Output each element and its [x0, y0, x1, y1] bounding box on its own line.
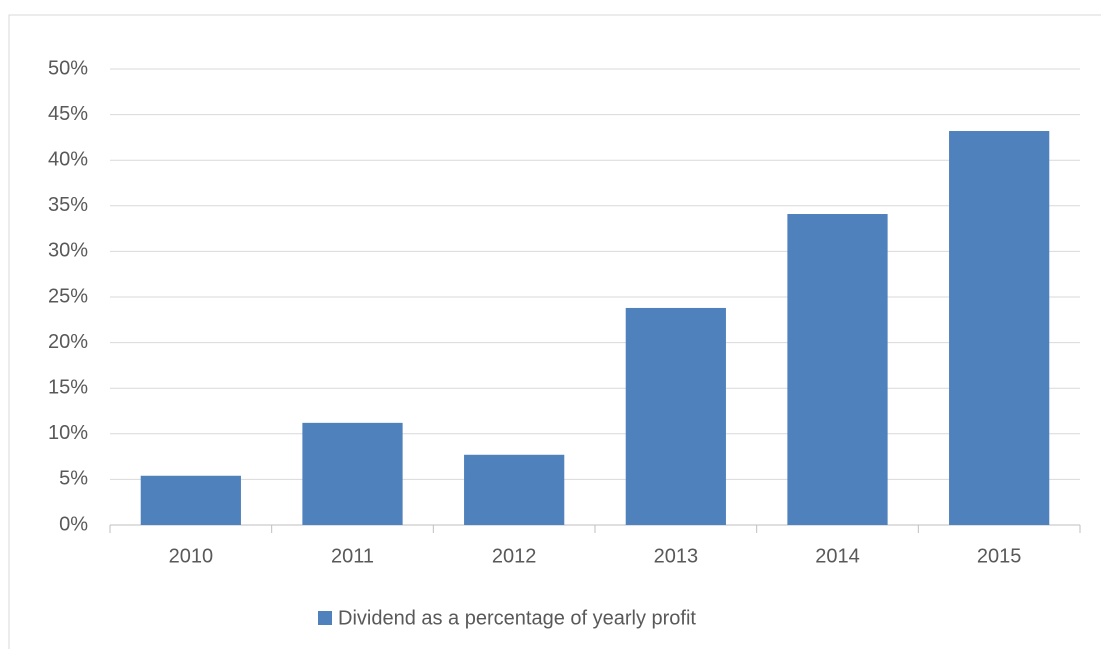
legend-label: Dividend as a percentage of yearly profi…: [338, 607, 696, 629]
y-tick-label: 5%: [59, 468, 88, 490]
bar: [302, 422, 403, 525]
bar: [625, 307, 726, 525]
bar: [464, 454, 565, 525]
x-tick-label: 2011: [331, 545, 374, 567]
y-tick-label: 35%: [48, 194, 88, 216]
y-tick-label: 30%: [48, 240, 88, 262]
legend-swatch: [318, 611, 332, 625]
x-tick-label: 2012: [492, 545, 537, 567]
x-tick-label: 2013: [654, 545, 699, 567]
y-tick-label: 15%: [48, 376, 88, 398]
bar: [140, 475, 241, 525]
y-tick-label: 50%: [48, 57, 88, 79]
bar: [787, 214, 888, 525]
x-tick-label: 2015: [977, 545, 1022, 567]
y-tick-label: 40%: [48, 148, 88, 170]
y-tick-label: 45%: [48, 103, 88, 125]
y-tick-label: 0%: [59, 513, 88, 535]
chart-frame: [8, 14, 1101, 649]
bar: [949, 131, 1050, 526]
y-tick-label: 10%: [48, 422, 88, 444]
y-tick-label: 20%: [48, 331, 88, 353]
x-tick-label: 2014: [815, 545, 860, 567]
x-tick-label: 2010: [169, 545, 214, 567]
y-tick-label: 25%: [48, 285, 88, 307]
